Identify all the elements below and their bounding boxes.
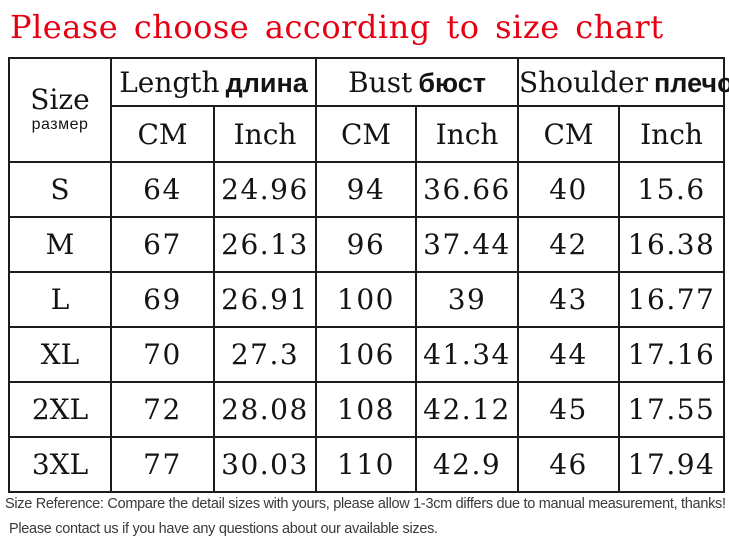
- shoulder-cm-value: 46: [517, 436, 621, 493]
- length-inch-value: 27.3: [213, 326, 317, 383]
- unit-header-shoulder-cm: CM: [517, 105, 621, 163]
- unit-header-length-inch: Inch: [213, 105, 317, 163]
- length-cm-value: 72: [110, 381, 215, 438]
- size-label: S: [8, 161, 112, 218]
- length-cm-value: 77: [110, 436, 215, 493]
- bust-cm-value: 96: [315, 216, 417, 273]
- size-header-cell: Size размер: [8, 57, 112, 163]
- unit-header-bust-inch: Inch: [414, 105, 520, 163]
- length-cm-value: 69: [110, 271, 215, 328]
- table-row-2xl: 2XL 72 28.08 108 42.12 45 17.55: [8, 381, 726, 438]
- unit-header-row: CM Inch CM Inch CM Inch: [9, 105, 726, 163]
- size-label: 3XL: [8, 436, 112, 493]
- table-row-3xl: 3XL 77 30.03 110 42.9 46 17.94: [8, 436, 726, 493]
- bust-cm-value: 108: [315, 381, 417, 438]
- bust-inch-value: 41.34: [414, 326, 520, 383]
- shoulder-inch-value: 16.38: [618, 216, 726, 273]
- bust-label-en: Bust: [348, 65, 413, 99]
- bust-inch-value: 42.9: [414, 436, 520, 493]
- shoulder-label-ru: плечо: [653, 67, 729, 98]
- length-inch-value: 24.96: [213, 161, 317, 218]
- size-label: 2XL: [8, 381, 112, 438]
- shoulder-cm-value: 40: [517, 161, 621, 218]
- length-cm-value: 70: [110, 326, 215, 383]
- bust-group-header: Bust бюст: [314, 57, 520, 107]
- table-row-l: L 69 26.91 100 39 43 16.77: [8, 271, 726, 328]
- bust-cm-value: 100: [315, 271, 417, 328]
- bust-inch-value: 39: [414, 271, 520, 328]
- shoulder-cm-value: 45: [517, 381, 621, 438]
- bust-inch-value: 36.66: [414, 161, 520, 218]
- shoulder-inch-value: 17.16: [618, 326, 726, 383]
- shoulder-inch-value: 17.94: [618, 436, 726, 493]
- unit-header-length-cm: CM: [110, 105, 215, 163]
- length-group-header: Length длина: [110, 57, 317, 107]
- shoulder-inch-value: 16.77: [618, 271, 726, 328]
- unit-header-bust-cm: CM: [315, 105, 417, 163]
- length-cm-value: 67: [110, 216, 215, 273]
- length-label-ru: длина: [225, 67, 308, 98]
- shoulder-label-en: Shoulder: [519, 65, 648, 99]
- contact-note: Please contact us if you have any questi…: [9, 521, 438, 537]
- page-title: Please choose according to size chart: [10, 8, 664, 46]
- bust-label-ru: бюст: [418, 67, 486, 98]
- shoulder-cm-value: 42: [517, 216, 621, 273]
- bust-cm-value: 106: [315, 326, 417, 383]
- length-inch-value: 26.13: [213, 216, 317, 273]
- length-label-en: Length: [119, 65, 220, 99]
- bust-cm-value: 110: [315, 436, 417, 493]
- bust-cm-value: 94: [315, 161, 417, 218]
- length-inch-value: 28.08: [213, 381, 317, 438]
- size-label: M: [8, 216, 112, 273]
- size-header-ru: размер: [31, 116, 89, 133]
- length-inch-value: 30.03: [213, 436, 317, 493]
- size-label: XL: [8, 326, 112, 383]
- table-row-m: M 67 26.13 96 37.44 42 16.38: [8, 216, 726, 273]
- bust-inch-value: 42.12: [414, 381, 520, 438]
- size-reference-note: Size Reference: Compare the detail sizes…: [5, 496, 726, 512]
- size-label: L: [8, 271, 112, 328]
- group-header-row: Size размер Length длина Bust бюст Shoulde…: [8, 57, 729, 163]
- bust-inch-value: 37.44: [414, 216, 520, 273]
- length-cm-value: 64: [110, 161, 215, 218]
- shoulder-inch-value: 17.55: [618, 381, 726, 438]
- size-header-en: Size: [30, 83, 90, 116]
- table-row-xl: XL 70 27.3 106 41.34 44 17.16: [8, 326, 726, 383]
- length-inch-value: 26.91: [213, 271, 317, 328]
- shoulder-group-header: Shoulder плечо: [517, 57, 729, 107]
- shoulder-cm-value: 43: [517, 271, 621, 328]
- shoulder-inch-value: 15.6: [618, 161, 726, 218]
- shoulder-cm-value: 44: [517, 326, 621, 383]
- table-row-s: S 64 24.96 94 36.66 40 15.6: [8, 161, 726, 218]
- unit-header-shoulder-inch: Inch: [618, 105, 726, 163]
- size-chart-table: Size размер Length длина Bust бюст Shoulde…: [8, 57, 729, 493]
